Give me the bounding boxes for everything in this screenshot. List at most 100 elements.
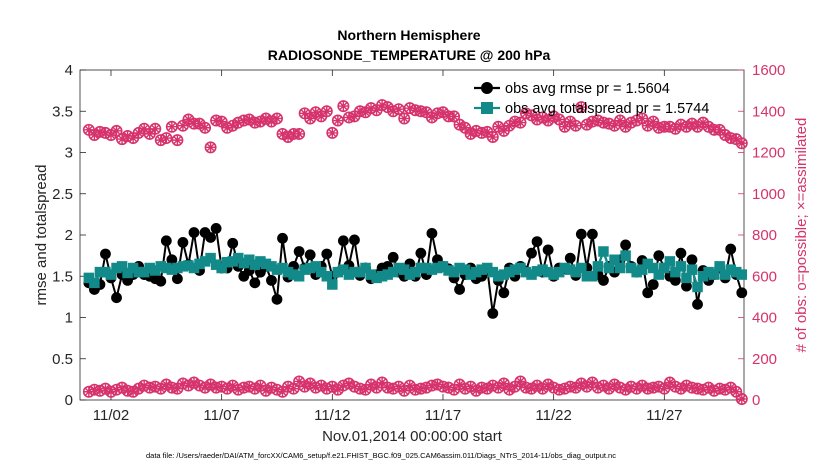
rmse-point bbox=[415, 247, 427, 259]
obs-low-assimilated-point bbox=[631, 383, 643, 395]
rmse-point bbox=[647, 279, 659, 290]
obs-high-assimilated-point bbox=[669, 123, 681, 135]
obs-high-assimilated-point bbox=[193, 118, 206, 130]
y-left-tick-label: 0.5 bbox=[52, 351, 73, 368]
spread-point bbox=[255, 256, 266, 267]
rmse-point bbox=[586, 228, 598, 240]
spread-point bbox=[221, 256, 233, 268]
spread-point bbox=[719, 269, 731, 280]
spread-point bbox=[354, 266, 366, 278]
totalspread-series bbox=[83, 246, 748, 293]
obs-high-assimilated-point bbox=[619, 121, 632, 133]
obs-high-assimilated-point bbox=[492, 121, 504, 133]
spread-point bbox=[636, 264, 648, 275]
spread-point bbox=[686, 264, 698, 275]
obs-high-assimilated-point bbox=[370, 104, 383, 116]
obs-low-assimilated-point bbox=[299, 380, 311, 393]
obs-high-assimilated-point bbox=[227, 120, 239, 132]
spread-point bbox=[609, 254, 620, 265]
obs-high-assimilated-point bbox=[271, 112, 283, 125]
spread-point bbox=[238, 257, 250, 269]
spread-point bbox=[625, 262, 637, 274]
obs-high-assimilated-point bbox=[254, 115, 266, 128]
spread-point bbox=[614, 262, 626, 274]
obs-low-assimilated-point bbox=[570, 382, 582, 394]
spread-point bbox=[282, 266, 294, 278]
obs-high-assimilated-point bbox=[127, 132, 139, 144]
y-left-tick-label: 0 bbox=[65, 392, 73, 409]
spread-point bbox=[553, 266, 565, 278]
spread-point bbox=[410, 266, 421, 278]
obs-low-assimilated-point bbox=[188, 376, 200, 389]
spread-point bbox=[338, 264, 349, 275]
obs-high-assimilated-point bbox=[564, 115, 576, 128]
obs-low-assimilated-point bbox=[326, 380, 338, 393]
obs-low-assimilated-point bbox=[276, 386, 289, 398]
obs-high-assimilated-point bbox=[310, 106, 322, 118]
y-right-tick-label: 0 bbox=[752, 392, 760, 409]
spread-point bbox=[376, 271, 388, 282]
spread-point bbox=[415, 262, 427, 274]
spread-point bbox=[83, 272, 95, 284]
obs-low-assimilated-point bbox=[492, 382, 504, 394]
spread-point bbox=[393, 262, 404, 274]
obs-high-assimilated-point bbox=[110, 125, 123, 137]
rmse-point bbox=[575, 228, 587, 240]
obs-high-assimilated-point bbox=[636, 112, 648, 125]
obs-high-assimilated-point bbox=[199, 122, 211, 134]
spread-point bbox=[365, 269, 377, 280]
obs-high-assimilated-point bbox=[686, 118, 698, 130]
spread-point bbox=[244, 254, 255, 265]
legend-spread-marker bbox=[481, 102, 493, 114]
obs-low-assimilated-point bbox=[249, 383, 261, 395]
rmse-point bbox=[266, 274, 277, 286]
obs-low-assimilated-point bbox=[343, 377, 355, 390]
spread-point bbox=[443, 265, 454, 276]
obs-high-assimilated-point bbox=[382, 101, 394, 113]
spread-point bbox=[94, 266, 106, 278]
obs-high-assimilated-point bbox=[736, 137, 748, 149]
rmse-point bbox=[598, 274, 609, 286]
obs-high-assimilated-point bbox=[498, 125, 510, 137]
spread-point bbox=[332, 266, 344, 278]
obs-low-assimilated-point bbox=[542, 378, 554, 391]
obs-high-assimilated-point bbox=[453, 119, 466, 131]
x-tick-label: 11/07 bbox=[203, 407, 239, 424]
spread-point bbox=[565, 264, 576, 275]
chart-title-line2: RADIOSONDE_TEMPERATURE @ 200 hPa bbox=[268, 47, 551, 63]
x-tick-label: 11/02 bbox=[93, 407, 129, 424]
spread-point bbox=[642, 258, 653, 270]
obs-high-assimilated-point bbox=[265, 115, 278, 128]
rmse-point bbox=[387, 251, 399, 263]
spread-point bbox=[526, 269, 537, 280]
rmse-point bbox=[642, 287, 654, 299]
obs-high-assimilated-point bbox=[304, 112, 316, 125]
rmse-point bbox=[736, 287, 748, 299]
obs-count-high-series bbox=[82, 99, 748, 154]
spread-point bbox=[559, 262, 570, 274]
legend-rmse-marker bbox=[481, 82, 493, 94]
spread-point bbox=[199, 256, 211, 267]
obs-high-assimilated-point bbox=[697, 116, 709, 129]
rmse-point bbox=[426, 227, 438, 239]
obs-low-assimilated-point bbox=[503, 384, 515, 396]
obs-high-assimilated-point bbox=[321, 105, 333, 117]
obs-low-assimilated-point bbox=[636, 379, 648, 392]
obs-low-assimilated-point bbox=[127, 386, 139, 398]
obs-high-assimilated-point bbox=[105, 129, 117, 141]
spread-point bbox=[692, 281, 703, 293]
obs-high-assimilated-point bbox=[608, 120, 621, 132]
rmse-point bbox=[293, 246, 305, 257]
obs-low-assimilated-point bbox=[465, 380, 477, 393]
rmse-point bbox=[188, 227, 200, 238]
data-file-footer: data file: /Users/raeder/DAI/ATM_forcXX/… bbox=[146, 451, 616, 460]
obs-high-assimilated-point bbox=[680, 121, 693, 133]
obs-low-assimilated-point bbox=[171, 383, 183, 395]
obs-high-assimilated-point bbox=[525, 109, 538, 121]
spread-point bbox=[210, 259, 222, 270]
rmse-point bbox=[210, 223, 222, 234]
obs-low-assimilated-point bbox=[199, 382, 211, 394]
rmse-point bbox=[725, 243, 737, 255]
spread-point bbox=[714, 261, 725, 272]
spread-point bbox=[603, 262, 615, 274]
